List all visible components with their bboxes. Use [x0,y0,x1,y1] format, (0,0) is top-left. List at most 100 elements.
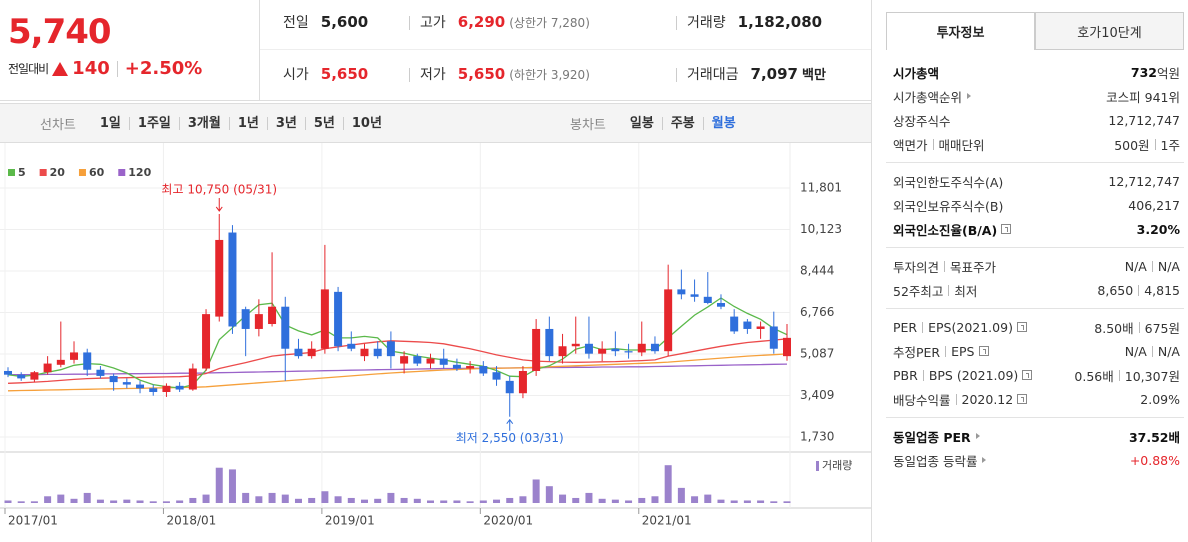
period-button[interactable]: 3개월 [178,116,229,130]
period-button[interactable]: 10년 [342,116,390,130]
label-part: 52주최고 [893,283,944,299]
period-button[interactable]: 3년 [266,116,305,130]
volume-bar [123,499,131,503]
volume-bar [783,501,791,503]
period-button[interactable]: 주봉 [661,116,703,130]
row-label: 배당수익률 2020.12 [893,390,1028,409]
volume-bar [360,499,368,503]
separator [1151,260,1153,272]
candle-body [307,348,316,357]
tab[interactable]: 호가10단계 [1035,12,1184,50]
tab[interactable]: 투자정보 [886,12,1035,50]
x-tick-label: 2017/01 [8,514,58,528]
separator [1138,321,1140,333]
volume-bar [691,496,699,503]
chart-toolbar: 선차트 1일 1주일 3개월 1년 3년 5년 10년 봉차트 일봉 주봉 월봉 [0,103,871,143]
help-icon[interactable] [1016,322,1027,332]
volume-bar [162,501,170,503]
link-arrow[interactable] [975,433,980,439]
candle-body [268,306,277,325]
candle-body [439,358,448,365]
candle-body [43,363,52,373]
value-part: +0.88% [1129,452,1180,468]
label-part: 추정PER [893,344,941,360]
candle-body [492,372,501,380]
candle-body [96,369,105,376]
x-tick-label: 2020/01 [483,514,533,528]
help-icon[interactable] [1022,370,1033,380]
separator [409,68,410,82]
label-part: 외국인소진율(B/A) [893,222,998,238]
label-part: PBR [893,367,918,383]
volume-bar [374,498,382,503]
link-arrow[interactable] [982,457,987,463]
separator [955,393,957,405]
help-icon[interactable] [1001,224,1012,234]
volume-bar [757,500,765,503]
change: 140 [72,58,110,79]
quote-cell: 고가 6,290 (상한가 7,280) [409,12,590,32]
period-button[interactable]: 1주일 [128,116,179,130]
quote-label: 시가 [283,67,309,83]
volume-bar [96,499,104,503]
help-icon[interactable] [1017,394,1028,404]
price-box: 5,740 전일대비 140 +2.50% [0,0,260,101]
volume-bar [347,497,355,503]
row-label: 투자의견 목표주가 [893,257,996,276]
candle-body [162,385,171,392]
row-label: 52주최고 최저 [893,281,977,300]
volume-bar [493,499,501,503]
volume-bar [57,494,65,503]
candle-body [611,348,620,352]
separator [944,260,946,272]
volume-bar [479,500,487,503]
candle-body [730,316,739,332]
info-panel: 투자정보 호가10단계 시가총액 732 억원 시가총액순위 코스피 941위 상장주식수 12… [886,12,1184,478]
info-section: 외국인한도주식수(A) 12,712,747 외국인보유주식수(B) 406,217 외… [886,162,1184,247]
value-part: N/A [1157,258,1180,274]
period-button[interactable]: 일봉 [629,115,654,131]
volume-bar [598,498,606,503]
volume-bar [387,492,395,503]
change-pct: +2.50% [124,58,203,79]
candle-body [254,314,263,329]
help-icon[interactable] [978,346,989,356]
link-arrow[interactable] [967,93,972,99]
quote-grid: 전일 5,600 고가 6,290 (상한가 7,280) 거래량 1,182,080 시가 5… [260,0,871,101]
x-tick-label: 2018/01 [166,514,216,528]
period-button[interactable]: 월봉 [702,116,744,130]
volume-bar [321,491,329,503]
candle-body [386,341,395,357]
legend-label: 5 [18,166,26,179]
info-row: PER EPS(2021.09) 8.50배 675원 [886,315,1184,339]
info-row: 동일업종 PER 37.52배 [886,424,1184,448]
candle-body [703,296,712,303]
info-row: PBR BPS (2021.09) 0.56배 10,307원 [886,363,1184,387]
label-part: 동일업종 등락률 [893,453,978,469]
period-button[interactable]: 1일 [99,115,121,131]
info-row: 52주최고 최저 8,650 4,815 [886,278,1184,302]
candle-body [677,289,686,295]
candle-chart-group: 봉차트 일봉 주봉 월봉 [570,104,744,142]
change-label: 전일대비 [8,62,49,76]
volume-bar [334,496,342,503]
period-button[interactable]: 1년 [228,116,267,130]
period-button[interactable]: 5년 [304,116,343,130]
quote-unit: 백만 [801,68,826,83]
label-part: 배당수익률 [893,392,951,408]
separator [932,138,934,150]
row-value: 732 억원 [1131,63,1180,82]
volume-bar [149,501,157,503]
quote-value: 5,650 [320,65,369,83]
quote-note: (상한가 7,280) [509,16,590,30]
volume-bar [136,500,144,503]
row-value: 3.20% [1137,222,1180,237]
line-chart-group: 선차트 1일 1주일 3개월 1년 3년 5년 10년 [40,104,390,142]
y-tick-label: 8,444 [800,263,834,277]
candle-body [650,343,659,352]
label-part: EPS(2021.09) [928,319,1013,335]
y-tick-label: 11,801 [800,181,842,195]
x-tick-label: 2021/01 [642,514,692,528]
ma-line [7,353,788,392]
